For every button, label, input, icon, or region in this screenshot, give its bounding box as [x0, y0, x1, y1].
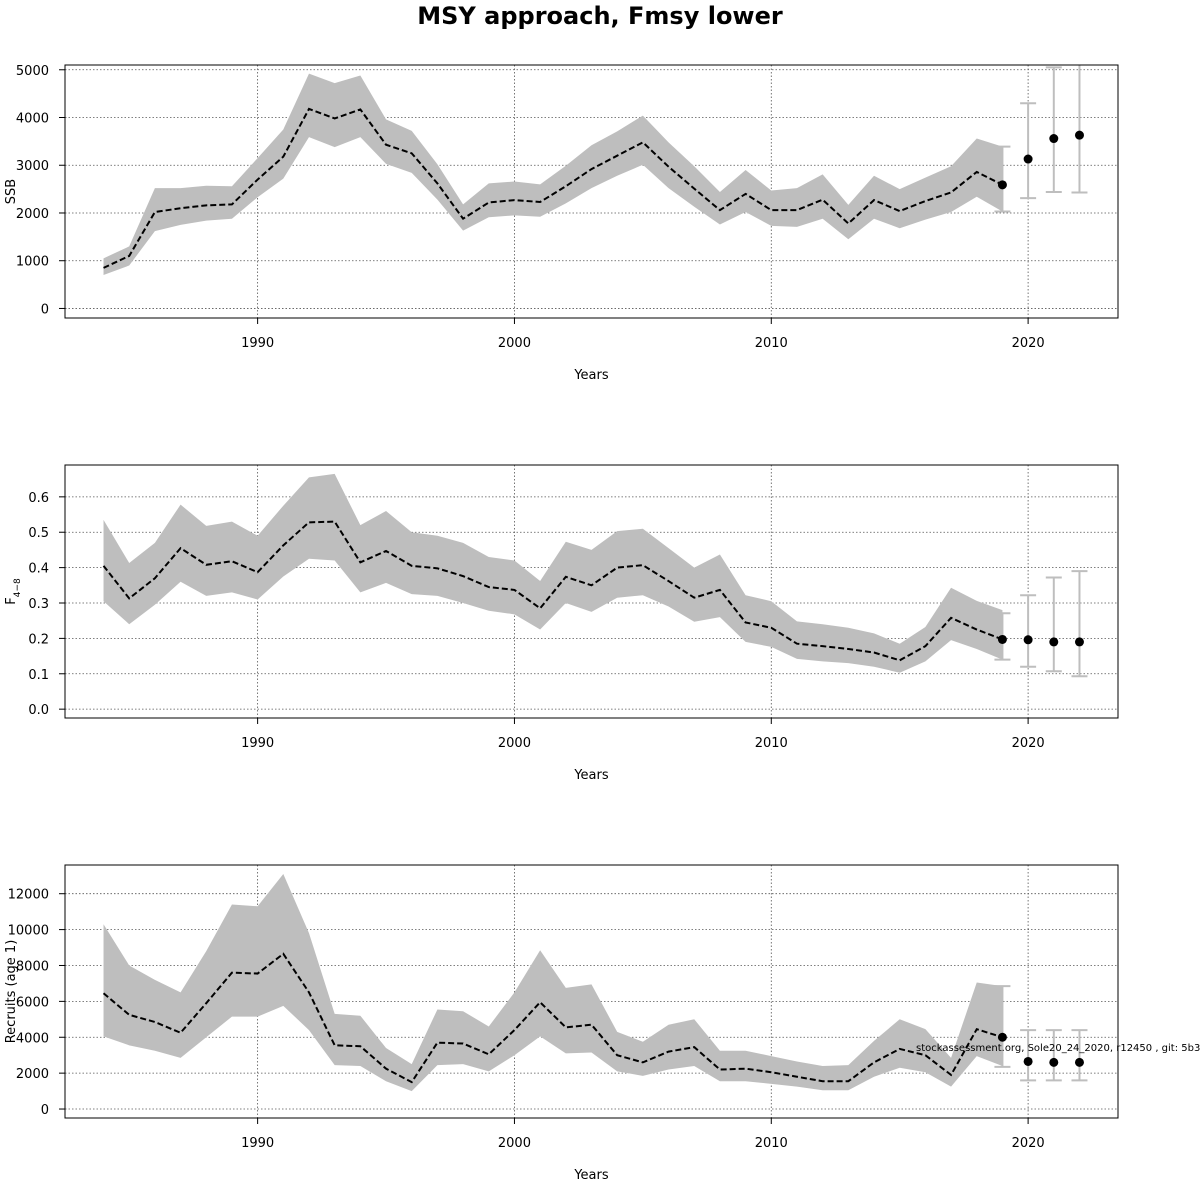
recruits-xtick-label: 2010: [755, 1136, 788, 1151]
fbar-ytick-label: 0.6: [28, 491, 49, 506]
ssb-panel: 0 1000 2000 3000 4000 5000 1990 2000 2010 2020 Yea…: [4, 64, 1119, 383]
fbar-panel: 0.0 0.1 0.2 0.3 0.4 0.5 0.6 1990 2000 2010 2020 Yea…: [4, 464, 1119, 783]
recruits-forecast-point: [997, 1032, 1007, 1042]
ssb-xtick-label: 2020: [1012, 336, 1045, 351]
fbar-ytick-label: 0.1: [28, 668, 49, 683]
credit-text: stockassessment.org, Sole20_24_2020, r12…: [916, 1043, 1200, 1054]
recruits-confidence-band: [103, 873, 1003, 1092]
ssb-forecast-point: [997, 180, 1007, 190]
recruits-ytick-label: 8000: [16, 959, 49, 974]
ssb-forecast-point: [1074, 130, 1084, 140]
fbar-xtick-label: 1990: [241, 736, 274, 751]
fbar-ytick-label: 0.4: [28, 562, 49, 577]
recruits-panel: 0 2000 4000 6000 8000 10000 12000 1990 2000 2010 2…: [4, 864, 1119, 1183]
recruits-forecast-point: [1074, 1057, 1084, 1067]
recruits-ytick-label: 10000: [8, 924, 49, 939]
fbar-xtick-label: 2020: [1012, 736, 1045, 751]
ssb-ytick-label: 0: [41, 302, 49, 317]
ssb-forecast-point: [1023, 154, 1033, 164]
fbar-ytick-label: 0.2: [28, 632, 49, 647]
ssb-xtick-label: 2010: [755, 336, 788, 351]
recruits-forecast-point: [1023, 1056, 1033, 1066]
recruits-xtick-label: 1990: [241, 1136, 274, 1151]
fbar-forecast-point: [1049, 637, 1059, 647]
ssb-confidence-band: [103, 73, 1003, 276]
fbar-xtick-label: 2010: [755, 736, 788, 751]
ssb-ytick-label: 5000: [16, 64, 49, 79]
recruits-yaxis-label: Recruits (age 1): [4, 940, 19, 1044]
ssb-ytick-label: 1000: [16, 255, 49, 270]
fbar-estimate-line: [102, 520, 1003, 662]
recruits-xaxis-label: Years: [573, 1168, 609, 1183]
fbar-ytick-label: 0.0: [28, 703, 49, 718]
ssb-ytick-label: 3000: [16, 159, 49, 174]
recruits-ytick-label: 6000: [16, 995, 49, 1010]
ssb-ytick-label: 4000: [16, 112, 49, 127]
fbar-xaxis-label: Years: [573, 768, 609, 783]
ssb-estimate-line: [103, 107, 1003, 269]
fbar-xtick-label: 2000: [498, 736, 531, 751]
recruits-ytick-label: 0: [41, 1103, 49, 1118]
fbar-ytick-label: 0.5: [28, 526, 49, 541]
fbar-forecast-point: [1023, 635, 1033, 645]
fbar-forecast-point: [997, 634, 1007, 644]
ssb-plot-frame: [64, 64, 1119, 319]
recruits-ytick-label: 2000: [16, 1067, 49, 1082]
ssb-xtick-label: 2000: [498, 336, 531, 351]
fbar-yaxis-label: F4−8: [4, 578, 23, 605]
chart-title: MSY approach, Fmsy lower: [417, 2, 783, 30]
recruits-plot-frame: [64, 864, 1119, 1119]
ssb-ytick-label: 2000: [16, 207, 49, 222]
ssb-yaxis-label: SSB: [4, 179, 19, 204]
recruits-xtick-label: 2000: [498, 1136, 531, 1151]
ssb-xaxis-label: Years: [573, 368, 609, 383]
recruits-xtick-label: 2020: [1012, 1136, 1045, 1151]
fbar-confidence-band: [103, 473, 1003, 673]
recruits-ytick-label: 12000: [8, 888, 49, 903]
fbar-plot-frame: [64, 464, 1119, 719]
fbar-ytick-label: 0.3: [28, 597, 49, 612]
ssb-forecast-point: [1049, 134, 1059, 144]
recruits-ytick-label: 4000: [16, 1031, 49, 1046]
ssb-xtick-label: 1990: [241, 336, 274, 351]
recruits-forecast-point: [1049, 1057, 1059, 1067]
fbar-yaxis-label-subscript: 4−8: [13, 578, 23, 597]
fbar-forecast-point: [1074, 637, 1084, 647]
